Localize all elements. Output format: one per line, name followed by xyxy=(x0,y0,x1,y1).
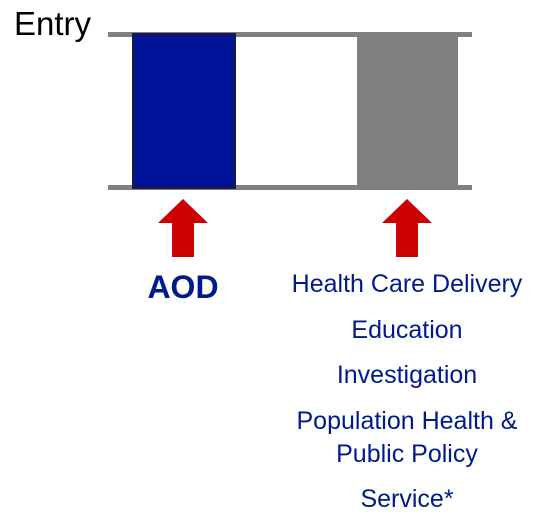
aod-label: AOD xyxy=(147,269,219,305)
bottom-rail xyxy=(108,185,472,190)
top-rail xyxy=(108,32,472,37)
destination-item-population-health: Population Health & Public Policy xyxy=(296,406,518,468)
destination-item-health-care-delivery: Health Care Delivery xyxy=(291,270,523,298)
destination-item-investigation: Investigation xyxy=(336,361,478,389)
aod-block xyxy=(132,33,236,189)
entry-label: Entry xyxy=(14,5,92,42)
destination-item-education: Education xyxy=(351,315,463,344)
destination-item-service: Service* xyxy=(360,485,454,513)
destination-list: Health Care Delivery Education Investiga… xyxy=(262,268,547,529)
destination-arrow-icon xyxy=(382,199,432,257)
middle-block xyxy=(236,37,357,185)
destination-block xyxy=(357,34,458,188)
aod-arrow-icon xyxy=(158,199,208,257)
